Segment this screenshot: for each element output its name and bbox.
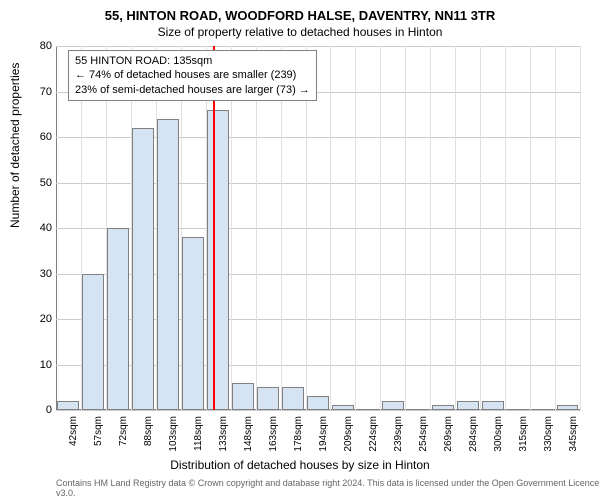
gridline-v — [580, 46, 581, 410]
gridline-h — [56, 46, 580, 47]
xtick-label: 209sqm — [343, 416, 354, 460]
gridline-v — [505, 46, 506, 410]
xtick-label: 57sqm — [93, 416, 104, 460]
gridline-v — [405, 46, 406, 410]
chart-title-sub: Size of property relative to detached ho… — [0, 23, 600, 39]
xtick-label: 345sqm — [568, 416, 579, 460]
histogram-bar — [332, 405, 354, 410]
histogram-bar — [182, 237, 204, 410]
ytick-label: 10 — [30, 359, 52, 371]
histogram-bar — [107, 228, 129, 410]
xtick-label: 269sqm — [443, 416, 454, 460]
xtick-label: 72sqm — [118, 416, 129, 460]
ytick-label: 60 — [30, 131, 52, 143]
attribution-text: Contains HM Land Registry data © Crown c… — [56, 478, 600, 498]
xtick-label: 118sqm — [193, 416, 204, 460]
gridline-v — [480, 46, 481, 410]
ytick-label: 80 — [30, 40, 52, 52]
y-axis-label: Number of detached properties — [8, 63, 22, 228]
xtick-label: 330sqm — [543, 416, 554, 460]
ytick-label: 0 — [30, 404, 52, 416]
annotation-line-2: ← 74% of detached houses are smaller (23… — [75, 68, 310, 82]
ytick-label: 20 — [30, 313, 52, 325]
histogram-bar — [132, 128, 154, 410]
xtick-label: 284sqm — [468, 416, 479, 460]
xtick-label: 103sqm — [168, 416, 179, 460]
x-axis-label: Distribution of detached houses by size … — [0, 458, 600, 472]
histogram-bar — [457, 401, 479, 410]
histogram-bar — [157, 119, 179, 410]
histogram-bar — [482, 401, 504, 410]
xtick-label: 300sqm — [493, 416, 504, 460]
xtick-label: 148sqm — [243, 416, 254, 460]
xtick-label: 133sqm — [218, 416, 229, 460]
gridline-v — [355, 46, 356, 410]
gridline-v — [555, 46, 556, 410]
xtick-label: 163sqm — [268, 416, 279, 460]
gridline-v — [455, 46, 456, 410]
xtick-label: 224sqm — [368, 416, 379, 460]
histogram-chart: 55, HINTON ROAD, WOODFORD HALSE, DAVENTR… — [0, 0, 600, 500]
gridline-h — [56, 410, 580, 411]
gridline-v — [430, 46, 431, 410]
xtick-label: 42sqm — [68, 416, 79, 460]
ytick-label: 50 — [30, 177, 52, 189]
histogram-bar — [82, 274, 104, 411]
histogram-bar — [307, 396, 329, 410]
xtick-label: 254sqm — [418, 416, 429, 460]
gridline-v — [330, 46, 331, 410]
ytick-label: 70 — [30, 86, 52, 98]
annotation-line-3: 23% of semi-detached houses are larger (… — [75, 83, 310, 97]
histogram-bar — [232, 383, 254, 410]
histogram-bar — [207, 110, 229, 410]
xtick-label: 178sqm — [293, 416, 304, 460]
histogram-bar — [57, 401, 79, 410]
ytick-label: 30 — [30, 268, 52, 280]
annotation-callout: 55 HINTON ROAD: 135sqm ← 74% of detached… — [68, 50, 317, 101]
histogram-bar — [432, 405, 454, 410]
ytick-label: 40 — [30, 222, 52, 234]
gridline-v — [380, 46, 381, 410]
gridline-v — [530, 46, 531, 410]
histogram-bar — [257, 387, 279, 410]
histogram-bar — [282, 387, 304, 410]
histogram-bar — [557, 405, 579, 410]
xtick-label: 239sqm — [393, 416, 404, 460]
xtick-label: 194sqm — [318, 416, 329, 460]
histogram-bar — [382, 401, 404, 410]
chart-title-main: 55, HINTON ROAD, WOODFORD HALSE, DAVENTR… — [0, 0, 600, 23]
xtick-label: 315sqm — [518, 416, 529, 460]
annotation-line-1: 55 HINTON ROAD: 135sqm — [75, 54, 310, 68]
xtick-label: 88sqm — [143, 416, 154, 460]
